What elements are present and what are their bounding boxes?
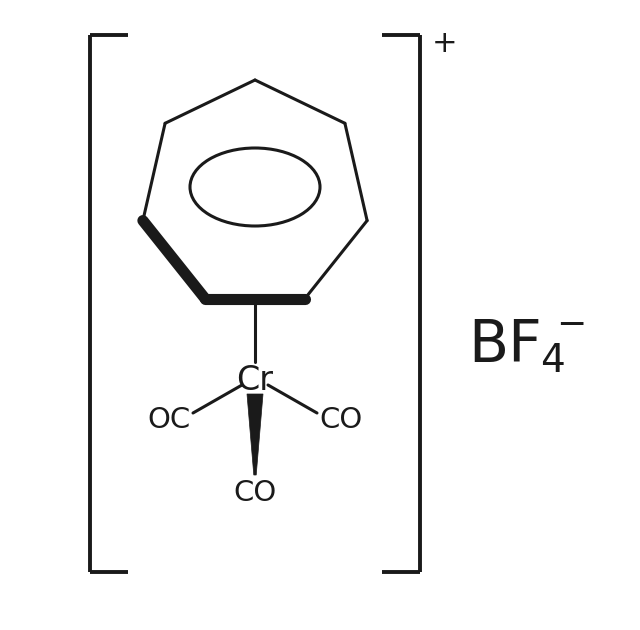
Text: CO: CO [234,479,276,507]
Text: +: + [432,29,458,58]
Text: CO: CO [319,406,363,434]
Text: OC: OC [147,406,191,434]
Polygon shape [247,394,263,475]
Text: BF: BF [468,316,541,374]
Text: −: − [556,308,586,342]
Text: 4: 4 [540,342,564,380]
Text: Cr: Cr [237,364,273,396]
